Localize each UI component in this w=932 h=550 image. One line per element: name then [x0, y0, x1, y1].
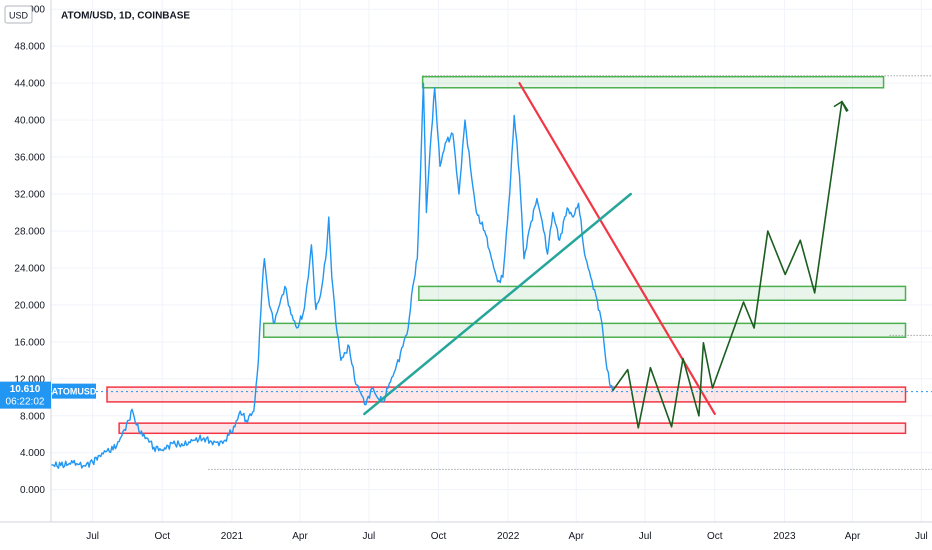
currency-badge[interactable]: [4, 5, 33, 24]
time-tick-label: Apr: [845, 531, 861, 542]
price-tick-label: 36.000: [14, 153, 45, 164]
time-tick-label: Jul: [915, 531, 928, 542]
price-tick-label: 20.000: [14, 300, 45, 311]
price-series: [50, 82, 614, 469]
price-tick-label: 4.000: [20, 448, 45, 459]
time-tick-label: Jul: [362, 531, 375, 542]
price-tick-label: 0.000: [20, 485, 45, 496]
zone-rect: [106, 386, 907, 403]
time-tick-label: Jul: [639, 531, 652, 542]
price-tick-label: 12.000: [14, 374, 45, 385]
current-price-value: 10.610: [10, 384, 41, 395]
series-line: [50, 82, 614, 469]
time-tick-label: Oct: [154, 531, 170, 542]
dotted-levels: [208, 75, 932, 470]
zones: [106, 75, 907, 435]
time-tick-label: Oct: [431, 531, 447, 542]
price-tick-label: 28.000: [14, 226, 45, 237]
zone-rect: [418, 285, 907, 302]
zone-rect: [421, 75, 885, 89]
grid-lines: [51, 0, 932, 522]
price-tick-label: 16.000: [14, 337, 45, 348]
time-tick-label: 2021: [221, 531, 244, 542]
price-tick-label: 32.000: [14, 190, 45, 201]
chart-title: ATOM/USD, 1D, COINBASE: [61, 11, 190, 22]
price-tick-label: 48.000: [14, 42, 45, 53]
time-tick-label: Apr: [292, 531, 308, 542]
price-tick-label: 44.000: [14, 79, 45, 90]
price-tick-label: 24.000: [14, 263, 45, 274]
projection-path: [611, 100, 849, 429]
time-tick-label: 2023: [773, 531, 796, 542]
zone-rect: [118, 422, 907, 435]
time-axis[interactable]: [0, 522, 932, 550]
current-price-badge: 10.610 06:22:02: [0, 381, 51, 409]
projection-line: [611, 100, 849, 429]
price-tick-label: 8.000: [20, 411, 45, 422]
time-tick-label: Jul: [86, 531, 99, 542]
symbol-badge: ATOMUSD: [52, 383, 97, 399]
time-axis-ticks: Jul Oct 2021 Apr Jul Oct 2022 Apr Jul Oct 2023 Apr J…: [86, 531, 928, 542]
time-tick-label: Oct: [707, 531, 723, 542]
currency-label: USD: [9, 11, 29, 21]
price-countdown: 06:22:02: [6, 397, 45, 408]
price-tick-label: 40.000: [14, 116, 45, 127]
zone-rect: [262, 322, 907, 338]
price-axis[interactable]: [0, 0, 51, 522]
time-tick-label: 2022: [497, 531, 520, 542]
trend-line: [363, 192, 633, 416]
symbol-label: ATOMUSD: [52, 387, 97, 397]
projection-arrowhead: [833, 100, 848, 112]
time-tick-label: Apr: [568, 531, 584, 542]
